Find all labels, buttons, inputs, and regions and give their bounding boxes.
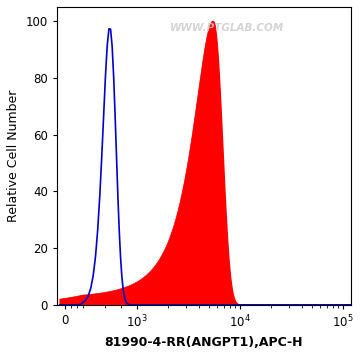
Y-axis label: Relative Cell Number: Relative Cell Number: [7, 90, 20, 222]
X-axis label: 81990-4-RR(ANGPT1),APC-H: 81990-4-RR(ANGPT1),APC-H: [105, 336, 303, 349]
Text: WWW.PTGLAB.COM: WWW.PTGLAB.COM: [170, 23, 284, 33]
